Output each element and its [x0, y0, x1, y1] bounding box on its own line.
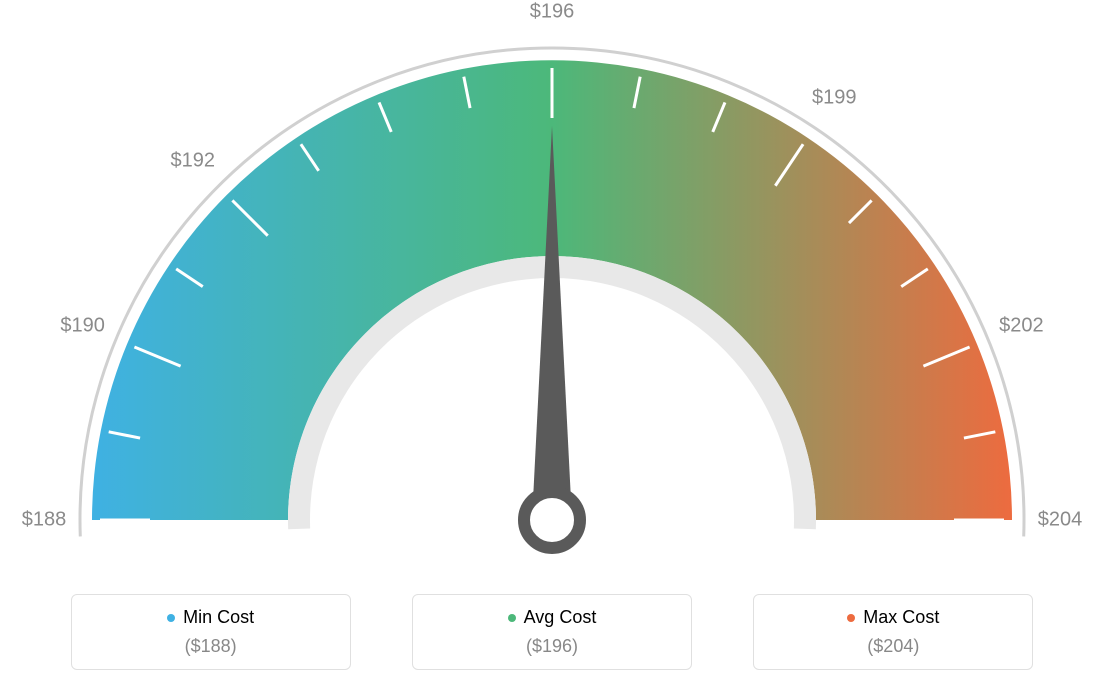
legend-dot-max: [847, 614, 855, 622]
tick-label: $192: [171, 149, 216, 172]
legend-title-avg: Avg Cost: [433, 607, 671, 628]
chart-container: $188 $190 $192 $196 $199 $202 $204 Min Cost ($…: [0, 0, 1104, 690]
tick-label: $204: [1038, 509, 1083, 532]
legend-dot-min: [167, 614, 175, 622]
legend-title-max: Max Cost: [774, 607, 1012, 628]
legend-label-avg: Avg Cost: [524, 607, 597, 628]
tick-label: $202: [999, 314, 1044, 337]
legend-card-max: Max Cost ($204): [753, 594, 1033, 670]
gauge-chart: $188 $190 $192 $196 $199 $202 $204: [0, 0, 1104, 570]
tick-label: $188: [22, 509, 67, 532]
legend-card-min: Min Cost ($188): [71, 594, 351, 670]
legend-value-min: ($188): [92, 636, 330, 657]
legend-label-min: Min Cost: [183, 607, 254, 628]
gauge-svg: [0, 0, 1104, 570]
legend-card-avg: Avg Cost ($196): [412, 594, 692, 670]
tick-label: $190: [60, 314, 105, 337]
tick-label: $196: [530, 1, 575, 24]
legend-value-avg: ($196): [433, 636, 671, 657]
legend-row: Min Cost ($188) Avg Cost ($196) Max Cost…: [0, 594, 1104, 670]
tick-label: $199: [812, 86, 857, 109]
legend-label-max: Max Cost: [863, 607, 939, 628]
legend-value-max: ($204): [774, 636, 1012, 657]
legend-title-min: Min Cost: [92, 607, 330, 628]
legend-dot-avg: [508, 614, 516, 622]
